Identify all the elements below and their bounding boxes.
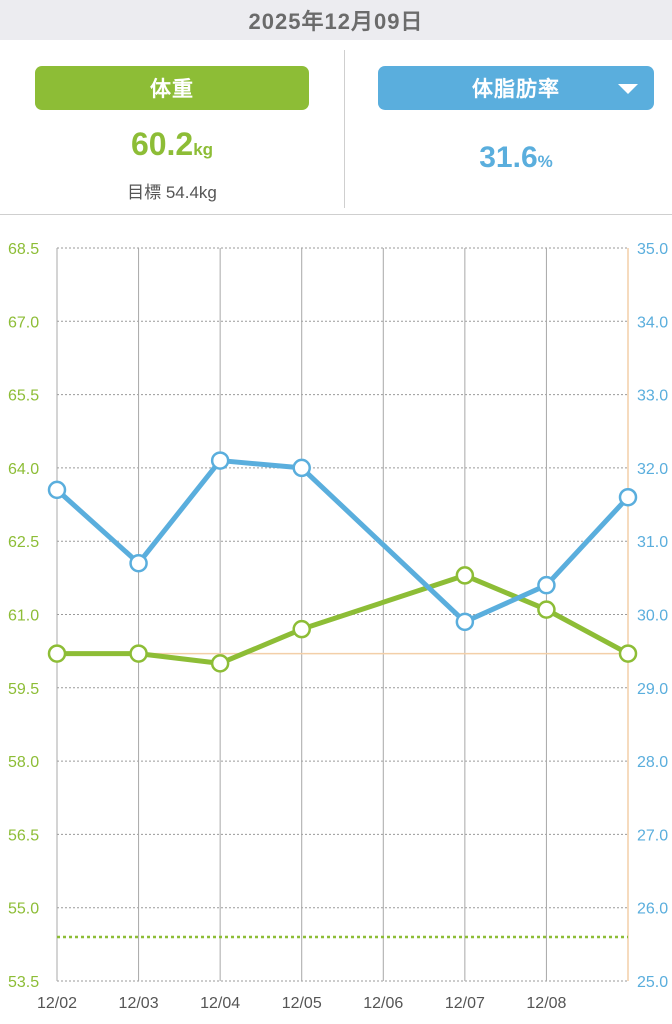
left-axis-tick-label: 58.0 xyxy=(8,754,39,771)
x-axis-tick-label: 12/05 xyxy=(282,995,322,1012)
left-axis-tick-label: 68.5 xyxy=(8,241,39,258)
fat-tab-dropdown[interactable]: 体脂肪率 xyxy=(378,66,654,110)
fat-data-point xyxy=(455,612,475,632)
fat-data-point xyxy=(537,575,556,595)
right-axis-tick-label: 31.0 xyxy=(637,534,668,551)
x-axis-tick-label: 12/04 xyxy=(200,995,240,1012)
right-axis-tick-label: 27.0 xyxy=(637,827,668,844)
fat-data-point xyxy=(47,480,67,500)
fat-value: 31.6% xyxy=(378,141,654,175)
right-axis-tick-label: 30.0 xyxy=(637,608,668,625)
weight-data-point xyxy=(618,644,638,663)
x-axis-tick-label: 12/08 xyxy=(526,995,566,1012)
fat-data-point xyxy=(210,451,230,470)
weight-value: 60.2kg xyxy=(35,126,309,163)
weight-data-point xyxy=(47,644,67,663)
right-axis-tick-label: 26.0 xyxy=(637,901,668,918)
fat-unit: % xyxy=(537,152,553,171)
weight-data-point xyxy=(292,619,311,639)
weight-data-point xyxy=(537,600,556,619)
left-axis-tick-label: 64.0 xyxy=(8,461,39,478)
caret-down-icon xyxy=(618,84,638,94)
right-axis-tick-label: 34.0 xyxy=(637,314,668,331)
weight-unit: kg xyxy=(193,140,214,159)
x-axis-tick-label: 12/02 xyxy=(37,995,77,1012)
fat-tab-label: 体脂肪率 xyxy=(472,78,560,101)
x-axis-tick-label: 12/06 xyxy=(363,995,403,1012)
left-axis-tick-label: 65.5 xyxy=(8,388,39,405)
left-axis-tick-label: 62.5 xyxy=(8,534,39,551)
summary-divider xyxy=(344,50,345,208)
left-axis-tick-label: 67.0 xyxy=(8,314,39,331)
weight-tab-label: 体重 xyxy=(150,78,194,101)
weight-data-point xyxy=(210,654,230,673)
fat-data-point xyxy=(129,553,148,573)
right-axis-tick-label: 29.0 xyxy=(637,681,668,698)
date-text: 2025年12月09日 xyxy=(248,9,424,34)
weight-number: 60.2 xyxy=(130,126,194,162)
goal-label: 目標 xyxy=(127,183,162,202)
weight-tab-button[interactable]: 体重 xyxy=(35,66,309,110)
right-axis-tick-label: 32.0 xyxy=(637,461,668,478)
left-axis-tick-label: 55.0 xyxy=(8,901,39,918)
left-axis-tick-label: 56.5 xyxy=(8,827,39,844)
weight-goal: 目標 54.4kg xyxy=(35,178,309,203)
date-header: 2025年12月09日 xyxy=(0,0,672,40)
right-axis-tick-label: 33.0 xyxy=(637,388,668,405)
fat-data-point xyxy=(618,487,638,507)
weight-data-point xyxy=(129,644,148,663)
right-axis-tick-label: 35.0 xyxy=(637,241,668,258)
right-axis-tick-label: 28.0 xyxy=(637,754,668,771)
right-axis-tick-label: 25.0 xyxy=(637,974,668,991)
x-axis-tick-label: 12/07 xyxy=(445,995,485,1012)
left-axis-tick-label: 59.5 xyxy=(8,681,39,698)
chart-divider xyxy=(0,214,672,215)
fat-data-point xyxy=(292,458,311,478)
weight-data-point xyxy=(455,566,475,585)
left-axis-tick-label: 61.0 xyxy=(8,608,39,625)
left-axis-tick-label: 53.5 xyxy=(8,974,39,991)
x-axis-tick-label: 12/03 xyxy=(119,995,159,1012)
fat-number: 31.6 xyxy=(479,141,538,174)
goal-value: 54.4kg xyxy=(165,183,217,202)
